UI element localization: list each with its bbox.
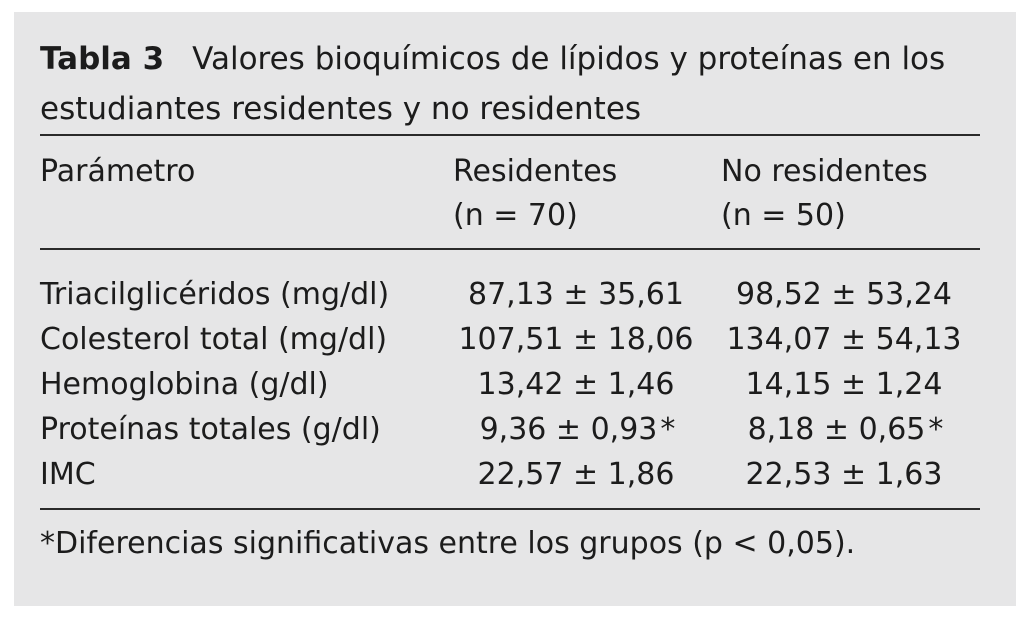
row-non-residents-value: 134,07 ± 54,13 <box>708 317 983 362</box>
header-residents: Residentes (n = 70) <box>453 150 617 238</box>
value-text: 134,07 ± 54,13 <box>726 322 962 357</box>
header-residents-label: Residentes <box>453 154 618 189</box>
row-non-residents-value: 98,52 ± 53,24 <box>708 272 983 317</box>
table-title-line-2: estudiantes residentes y no residentes <box>40 91 642 127</box>
row-parameter: Triacilglicéridos (mg/dl) <box>40 277 390 312</box>
header-parameter-label: Parámetro <box>40 154 196 189</box>
table-caption: Tabla 3 Valores bioquímicos de lípidos y … <box>40 34 990 134</box>
table-footnote: *Diferencias significativas entre los gr… <box>40 526 856 561</box>
header-residents-count: (n = 70) <box>453 198 578 233</box>
table-label: Tabla 3 <box>40 41 165 77</box>
row-residents-value: 22,57 ± 1,86 <box>440 452 715 497</box>
table-row: IMC 22,57 ± 1,86 22,53 ± 1,63 <box>40 452 980 497</box>
significance-mark: * <box>928 412 944 447</box>
header-rule <box>40 248 980 250</box>
value-text: 8,18 ± 0,65 <box>747 412 926 447</box>
table-row: Colesterol total (mg/dl) 107,51 ± 18,06 … <box>40 317 980 362</box>
table-row: Hemoglobina (g/dl) 13,42 ± 1,46 14,15 ± … <box>40 362 980 407</box>
caption-line-1: Tabla 3 Valores bioquímicos de lípidos y … <box>40 34 990 84</box>
row-non-residents-value: 22,53 ± 1,63 <box>708 452 983 497</box>
header-non-residents-label: No residentes <box>721 154 928 189</box>
row-residents-value: 87,13 ± 35,61 <box>440 272 715 317</box>
row-parameter: Hemoglobina (g/dl) <box>40 367 329 402</box>
row-parameter: Colesterol total (mg/dl) <box>40 322 388 357</box>
row-parameter: Proteínas totales (g/dl) <box>40 412 381 447</box>
value-text: 22,53 ± 1,63 <box>745 457 943 492</box>
table-title-line-1: Valores bioquímicos de lípidos y proteín… <box>192 41 946 77</box>
table-panel <box>14 12 1016 606</box>
header-parameter: Parámetro <box>40 150 195 194</box>
table-body: Triacilglicéridos (mg/dl) 87,13 ± 35,61 … <box>40 272 980 497</box>
value-text: 107,51 ± 18,06 <box>458 322 694 357</box>
table-row: Triacilglicéridos (mg/dl) 87,13 ± 35,61 … <box>40 272 980 317</box>
value-text: 13,42 ± 1,46 <box>477 367 675 402</box>
row-residents-value: 9,36 ± 0,93 * <box>440 407 715 452</box>
header-non-residents: No residentes (n = 50) <box>721 150 928 238</box>
row-parameter: IMC <box>40 457 96 492</box>
value-text: 14,15 ± 1,24 <box>745 367 943 402</box>
row-non-residents-value: 14,15 ± 1,24 <box>708 362 983 407</box>
row-residents-value: 107,51 ± 18,06 <box>440 317 715 362</box>
value-text: 98,52 ± 53,24 <box>736 277 952 312</box>
significance-mark: * <box>660 412 676 447</box>
table-row: Proteínas totales (g/dl) 9,36 ± 0,93 * 8,… <box>40 407 980 452</box>
value-text: 87,13 ± 35,61 <box>468 277 684 312</box>
bottom-rule <box>40 508 980 510</box>
value-text: 22,57 ± 1,86 <box>477 457 675 492</box>
value-text: 9,36 ± 0,93 <box>479 412 658 447</box>
header-non-residents-count: (n = 50) <box>721 198 846 233</box>
top-rule <box>40 134 980 136</box>
row-residents-value: 13,42 ± 1,46 <box>440 362 715 407</box>
row-non-residents-value: 8,18 ± 0,65 * <box>708 407 983 452</box>
